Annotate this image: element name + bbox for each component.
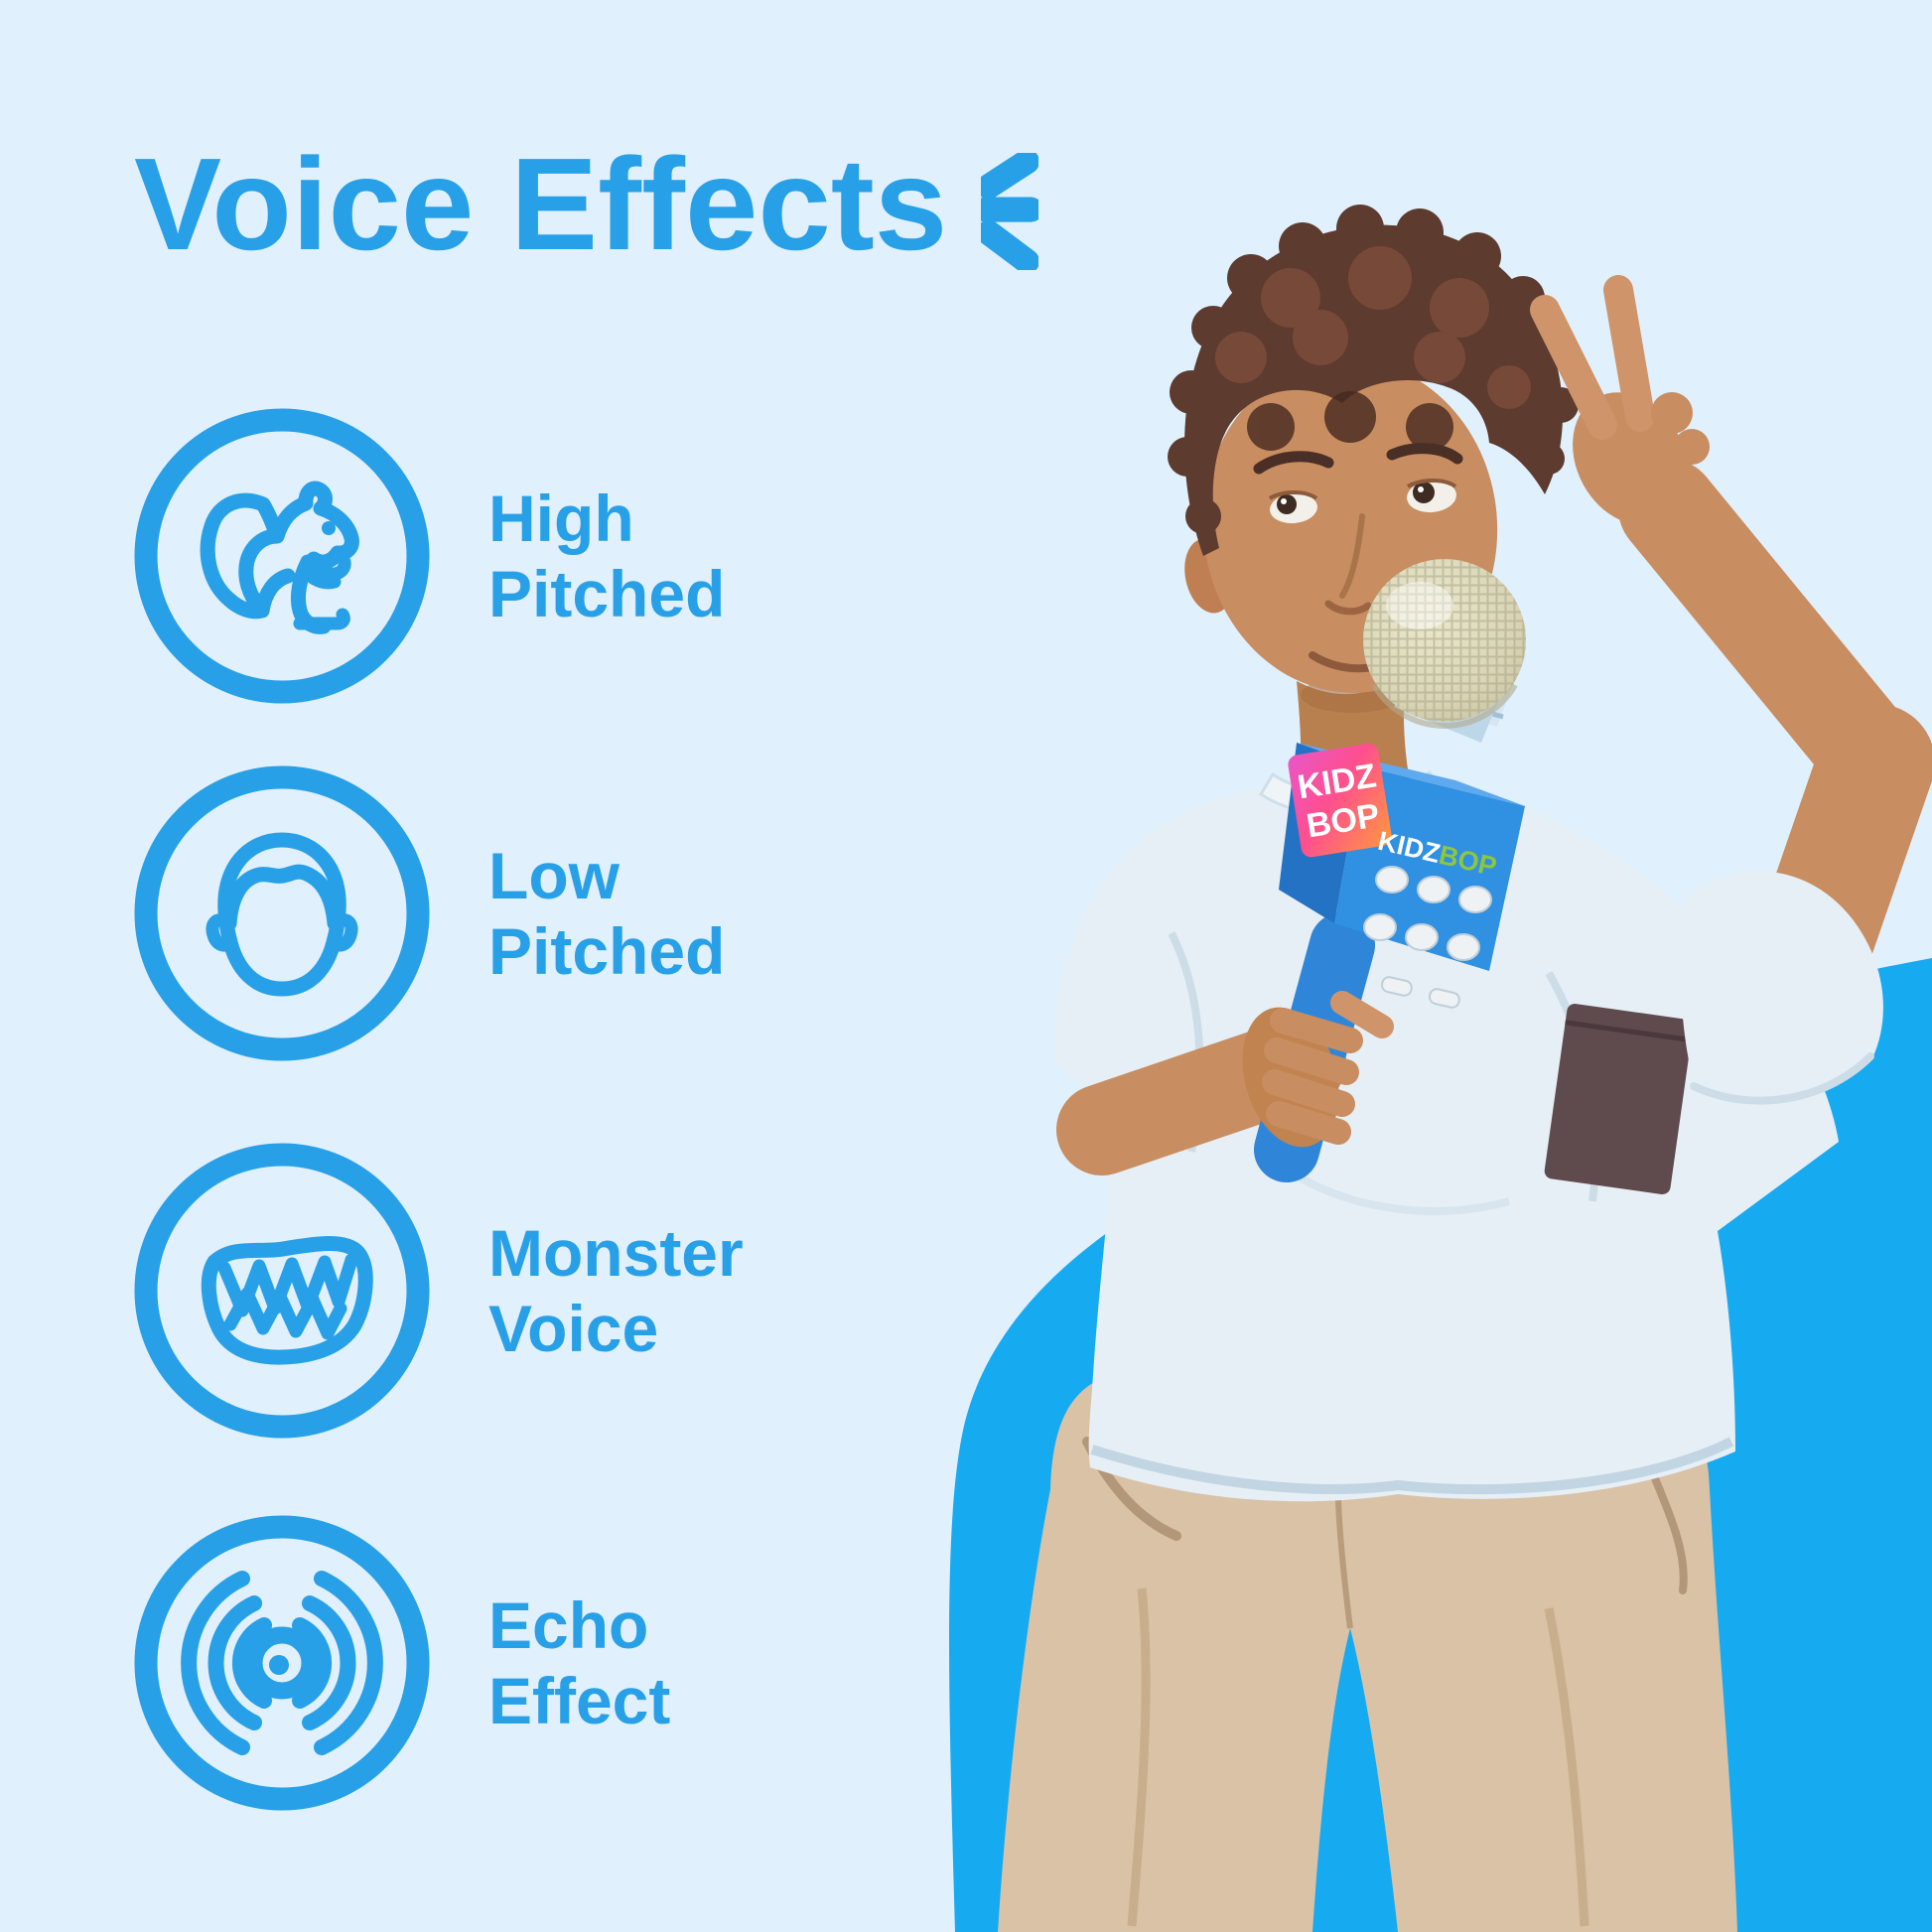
echo-icon	[134, 1515, 430, 1811]
page-title: Voice Effects	[134, 131, 948, 277]
effect-item-high-pitched: High Pitched	[133, 407, 888, 705]
effect-label: High Pitched	[488, 482, 726, 630]
boy-raised-arm	[1530, 275, 1932, 1105]
mic-buttons	[1363, 866, 1492, 1009]
effect-item-monster-voice: Monster Voice	[133, 1142, 888, 1440]
kidzbop-side-logo: KIDZ BOP	[1288, 744, 1392, 858]
squirrel-icon	[134, 408, 430, 704]
sound-mark-icon	[981, 152, 1039, 270]
effect-label: Echo Effect	[488, 1588, 671, 1737]
effect-item-low-pitched: Low Pitched	[133, 764, 888, 1062]
monster-mouth-icon	[134, 1143, 430, 1439]
boy-hand-gripping	[1242, 991, 1394, 1148]
title-row: Voice Effects	[134, 129, 1039, 279]
effect-item-echo-effect: Echo Effect	[133, 1514, 888, 1812]
karaoke-microphone: KIDZ BOP KIDZBOP	[1242, 559, 1526, 1182]
face-icon	[134, 765, 430, 1061]
boy-head	[1168, 205, 1579, 819]
boy-shirt	[1054, 780, 1839, 1502]
shirt-pocket	[1544, 1004, 1694, 1195]
effect-label: Low Pitched	[488, 839, 726, 988]
effect-label: Monster Voice	[488, 1216, 744, 1365]
